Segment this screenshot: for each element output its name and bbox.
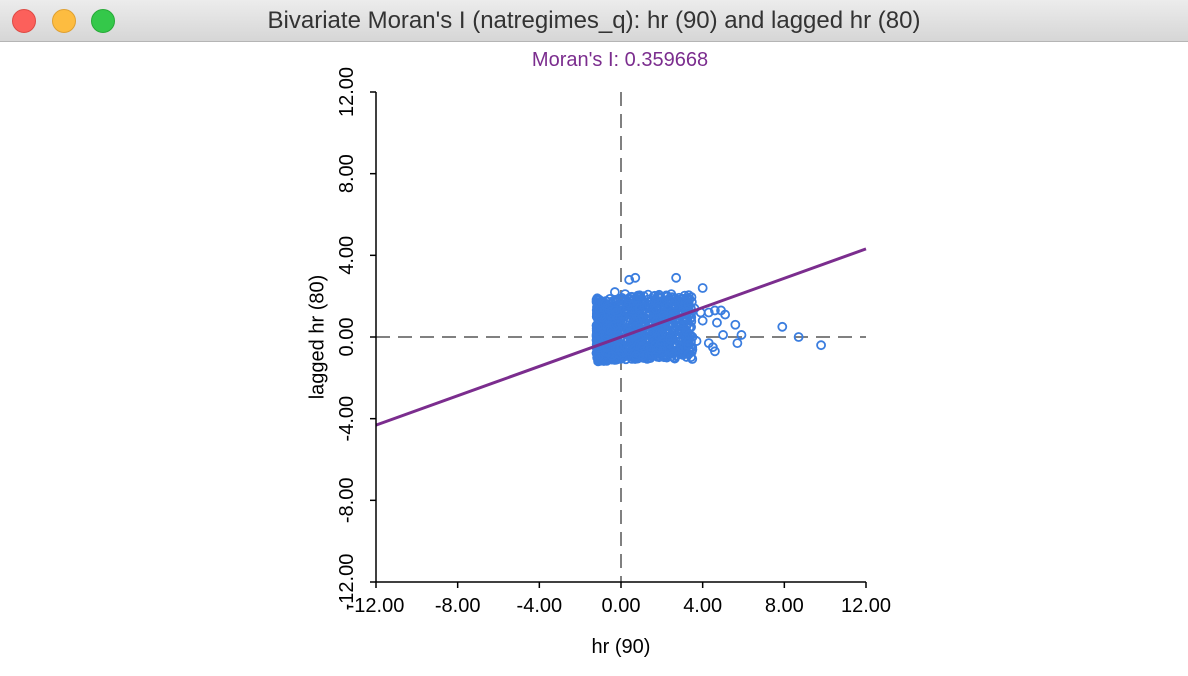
cluster-point: [634, 290, 645, 301]
y-tick-label: 12.00: [336, 67, 358, 117]
scatter-point: [718, 330, 728, 340]
cluster-point: [665, 334, 675, 345]
y-tick-label: -8.00: [336, 478, 358, 524]
x-tick-label: -4.00: [517, 595, 563, 617]
cluster-point: [609, 321, 620, 331]
cluster-point: [639, 301, 650, 312]
scatter-point: [630, 272, 641, 283]
scatter-point: [793, 332, 804, 342]
scatter-point: [712, 317, 722, 328]
data-points: [591, 272, 826, 367]
x-tick-label: -12.00: [348, 595, 405, 617]
scatter-point: [732, 338, 743, 349]
window-title: Bivariate Moran's I (natregimes_q): hr (…: [267, 7, 921, 34]
scatter-point: [697, 283, 708, 293]
scatter-point: [730, 319, 741, 330]
cluster-point: [638, 291, 649, 302]
cluster-point: [629, 344, 640, 354]
zoom-window-button[interactable]: [91, 9, 115, 33]
scatter-point: [710, 305, 720, 316]
cluster-point: [592, 321, 603, 332]
scatter-point: [624, 274, 635, 285]
y-tick-label: -4.00: [336, 396, 358, 442]
scatter-point: [691, 336, 702, 346]
y-tick-label: 8.00: [336, 154, 358, 193]
scatter-point: [671, 272, 682, 283]
cluster-point: [669, 352, 679, 363]
scatter-point: [681, 325, 692, 336]
scatter-point: [685, 313, 696, 324]
cluster-point: [675, 324, 686, 335]
cluster-point: [630, 314, 641, 324]
cluster-point: [630, 351, 641, 361]
x-axis-title: hr (90): [592, 636, 651, 658]
cluster-point: [591, 325, 602, 336]
y-tick-label: 4.00: [336, 236, 358, 275]
chart-title: Moran's I: 0.359668: [532, 49, 708, 71]
scatter-point: [620, 289, 630, 300]
cluster-point: [646, 296, 657, 306]
cluster-point: [610, 305, 620, 315]
x-tick-label: 0.00: [602, 595, 641, 617]
regression-line: [375, 247, 867, 427]
cluster-point: [595, 310, 606, 321]
cluster-point: [646, 344, 657, 355]
cluster-point: [612, 307, 623, 317]
cluster-point: [617, 347, 628, 358]
cluster-point: [683, 292, 693, 303]
cluster-point: [645, 328, 655, 338]
cluster-point: [625, 341, 636, 352]
cluster-point: [634, 303, 645, 314]
minimize-window-button[interactable]: [52, 9, 76, 33]
axes: [370, 91, 867, 588]
cluster-point: [604, 303, 615, 314]
y-axis-title: lagged hr (80): [306, 275, 328, 400]
cluster-point: [664, 338, 675, 349]
x-tick-label: 12.00: [841, 595, 891, 617]
x-tick-label: 4.00: [683, 595, 722, 617]
cluster-point: [651, 344, 661, 355]
y-tick-label: -12.00: [336, 554, 358, 611]
scatter-point: [703, 307, 714, 318]
cluster-point: [650, 304, 661, 314]
scatter-point: [667, 348, 677, 359]
scatter-point: [736, 330, 747, 340]
cluster-point: [594, 328, 605, 338]
scatter-point: [697, 315, 708, 326]
regression-line-group: [375, 247, 867, 427]
scatter-point: [777, 321, 788, 332]
close-window-button[interactable]: [12, 9, 36, 33]
title-bar: Bivariate Moran's I (natregimes_q): hr (…: [0, 0, 1188, 42]
axis-labels: -12.00 -8.00 -4.00 0.00 4.00 8.00 12.00 -12.00 -…: [336, 67, 891, 617]
cluster-point: [593, 352, 604, 362]
cluster-point: [607, 351, 617, 361]
scatter-point: [816, 340, 826, 351]
cluster-point: [635, 341, 646, 352]
cluster-point: [666, 296, 677, 307]
x-tick-label: -8.00: [435, 595, 481, 617]
moran-scatter-plot[interactable]: -12.00 -8.00 -4.00 0.00 4.00 8.00 12.00 -12.00 -…: [0, 42, 1188, 676]
x-tick-label: 8.00: [765, 595, 804, 617]
y-tick-label: 0.00: [336, 318, 358, 357]
cluster-point: [683, 349, 694, 360]
scatter-point: [683, 340, 694, 351]
scatter-point: [609, 287, 620, 297]
cluster-point: [667, 351, 677, 362]
cluster-point: [617, 309, 627, 320]
cluster-point: [656, 346, 667, 357]
scatter-point: [710, 346, 720, 357]
scatter-point: [720, 309, 731, 320]
scatter-point: [652, 291, 663, 302]
